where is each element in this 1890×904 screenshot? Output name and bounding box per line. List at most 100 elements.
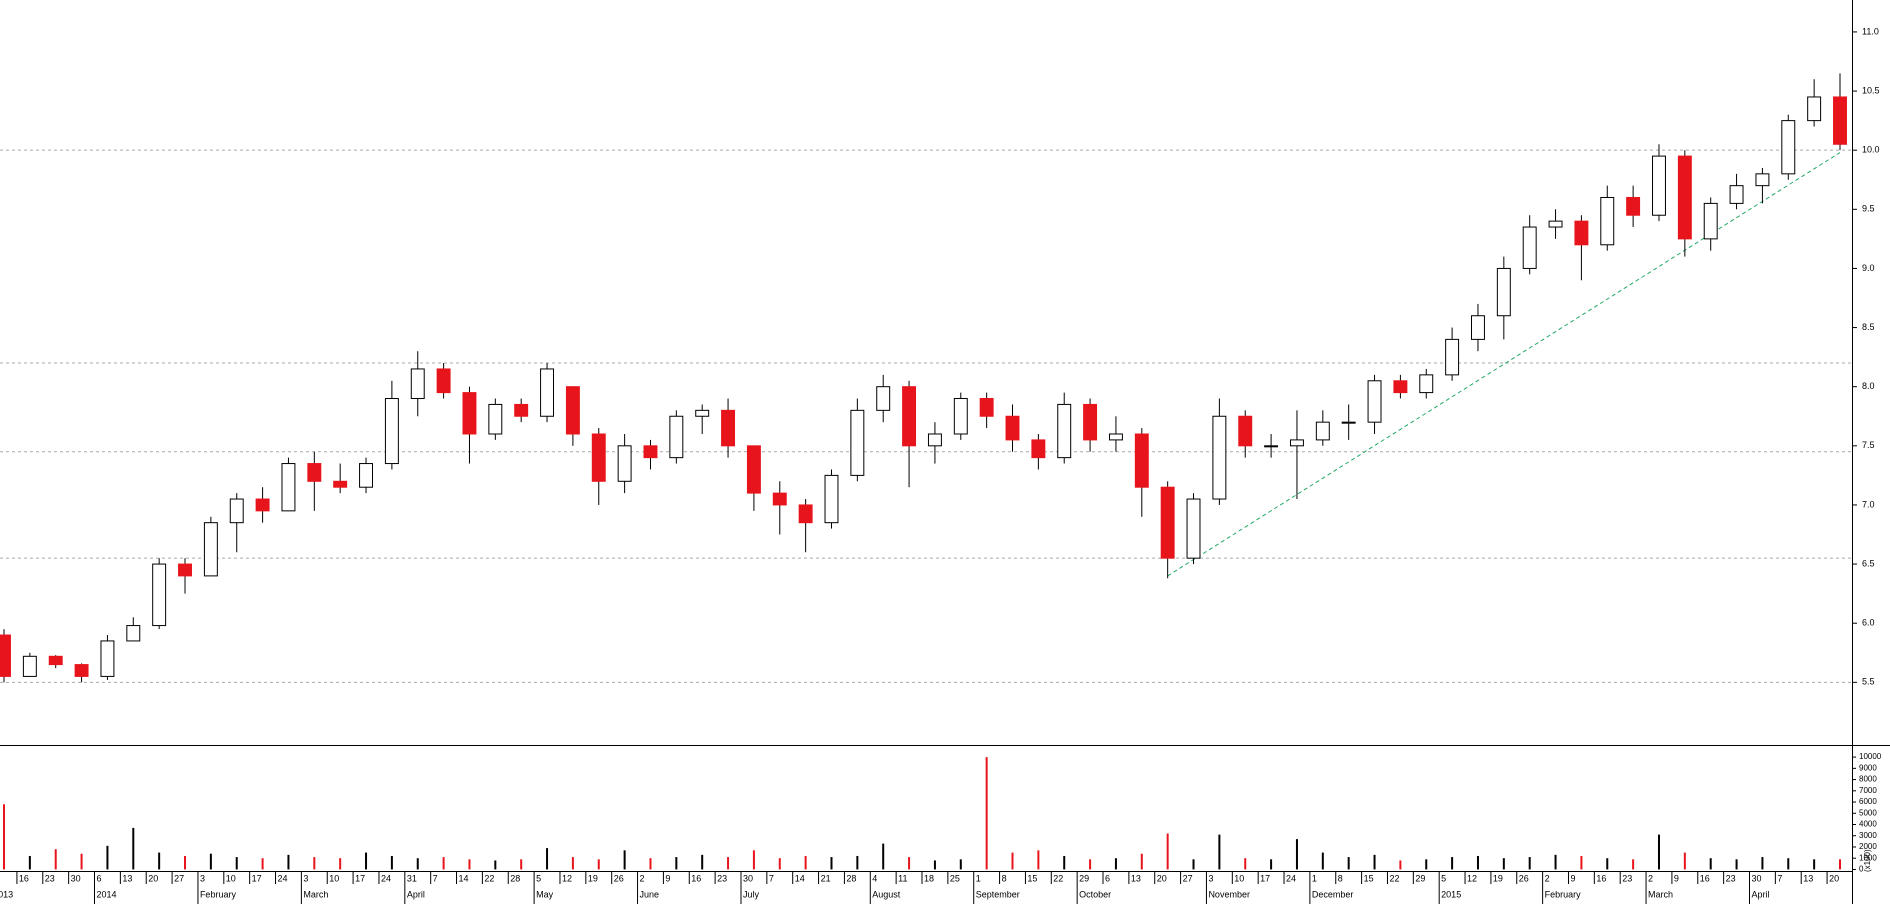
x-tick-label: 1 <box>976 873 981 883</box>
x-tick-label: 10 <box>226 873 236 883</box>
x-tick-label: 4 <box>872 873 877 883</box>
volume-bar <box>882 843 885 870</box>
x-tick-label: 13 <box>1803 873 1813 883</box>
volume-bar <box>184 855 187 870</box>
volume-bar <box>571 857 574 870</box>
volume-bar <box>1244 858 1247 870</box>
x-period-label: June <box>640 889 660 899</box>
volume-bar <box>339 858 342 870</box>
volume-bar <box>1761 857 1764 870</box>
volume-tick-label: 4000 <box>1859 820 1877 829</box>
candle-body <box>1160 486 1175 559</box>
candle-body <box>617 445 632 482</box>
x-tick-label: 9 <box>665 873 670 883</box>
volume-bar <box>675 857 678 870</box>
volume-bar <box>1011 852 1014 870</box>
candle-body <box>281 463 296 512</box>
candle-body <box>74 664 89 677</box>
candle-body <box>721 409 736 447</box>
candle-body <box>410 368 425 400</box>
volume-bar <box>727 857 730 870</box>
volume-bar <box>1270 859 1273 870</box>
volume-bar <box>804 855 807 870</box>
volume-bar <box>1373 854 1376 870</box>
candle-body <box>1367 380 1382 423</box>
volume-tick-label: 7000 <box>1859 786 1877 795</box>
volume-tick-label: 5000 <box>1859 808 1877 817</box>
x-tick-label: 23 <box>717 873 727 883</box>
x-tick-label: 20 <box>1829 873 1839 883</box>
candle-body <box>565 386 580 435</box>
volume-bar <box>235 857 238 870</box>
candle-body <box>359 463 373 488</box>
candle-body <box>229 498 244 524</box>
volume-bar <box>313 857 316 870</box>
candle-body <box>1419 374 1434 394</box>
candle-body <box>1522 226 1537 269</box>
volume-tick-label: 1000 <box>1859 853 1877 862</box>
candle-body <box>1134 433 1149 488</box>
x-period-label: August <box>872 889 901 899</box>
x-tick-label: 31 <box>407 873 417 883</box>
candle-body <box>126 625 141 642</box>
x-period-label: November <box>1208 889 1250 899</box>
candle-body <box>1729 185 1744 204</box>
volume-bar <box>1657 834 1660 870</box>
candle-body <box>152 563 167 627</box>
volume-bar <box>1606 858 1609 870</box>
x-tick-label: 2 <box>1545 873 1550 883</box>
volume-bar <box>468 859 471 870</box>
x-period-label: May <box>536 889 554 899</box>
candle-body <box>203 522 218 577</box>
volume-bar <box>80 853 83 870</box>
volume-bar <box>752 850 755 870</box>
x-tick-label: 3 <box>1208 873 1213 883</box>
volume-bar <box>416 858 419 870</box>
volume-bar <box>390 855 393 870</box>
candle-body <box>514 403 529 417</box>
y-tick-label: 8.5 <box>1862 322 1875 332</box>
x-tick-label: 16 <box>1596 873 1606 883</box>
volume-bar <box>3 804 5 870</box>
volume-bar <box>1114 858 1117 870</box>
candle-body <box>1057 403 1072 459</box>
x-tick-label: 20 <box>148 873 158 883</box>
x-tick-label: 23 <box>1726 873 1736 883</box>
volume-bar <box>1166 833 1169 870</box>
volume-bar <box>1425 859 1428 870</box>
volume-bar <box>287 854 290 870</box>
x-tick-label: 2 <box>1648 873 1653 883</box>
x-tick-label: 16 <box>19 873 29 883</box>
x-tick-label: 6 <box>1105 873 1110 883</box>
x-tick-label: 14 <box>459 873 469 883</box>
x-period-label: April <box>1751 889 1769 899</box>
volume-tick-label: 9000 <box>1859 763 1877 772</box>
x-period-label: April <box>407 889 425 899</box>
y-tick-label: 10.5 <box>1862 85 1880 95</box>
x-tick-label: 11 <box>898 873 907 883</box>
candle-body <box>1471 315 1485 340</box>
y-tick-label: 10.0 <box>1862 145 1880 155</box>
volume-bar <box>520 859 523 870</box>
x-tick-label: 8 <box>1338 873 1343 883</box>
volume-bar <box>54 849 57 870</box>
y-tick-label: 11.0 <box>1862 26 1879 36</box>
x-tick-label: 15 <box>1027 873 1037 883</box>
candle-body <box>1677 155 1692 240</box>
candle-body <box>1600 196 1615 246</box>
candle-body <box>591 433 606 482</box>
volume-bar <box>1321 852 1324 870</box>
y-tick-label: 5.5 <box>1862 677 1875 687</box>
x-tick-label: 29 <box>1079 873 1089 883</box>
candle-body <box>746 445 761 494</box>
volume-bar <box>1709 858 1712 870</box>
y-tick-label: 6.5 <box>1862 558 1875 568</box>
y-tick-label: 9.5 <box>1862 204 1875 214</box>
candle-body <box>643 445 658 459</box>
x-tick-label: 19 <box>1493 873 1503 883</box>
candle-body <box>824 474 839 524</box>
x-tick-label: 22 <box>1389 873 1399 883</box>
volume-bar <box>1140 853 1143 870</box>
x-tick-label: 8 <box>1002 873 1007 883</box>
candle-body <box>902 386 917 447</box>
